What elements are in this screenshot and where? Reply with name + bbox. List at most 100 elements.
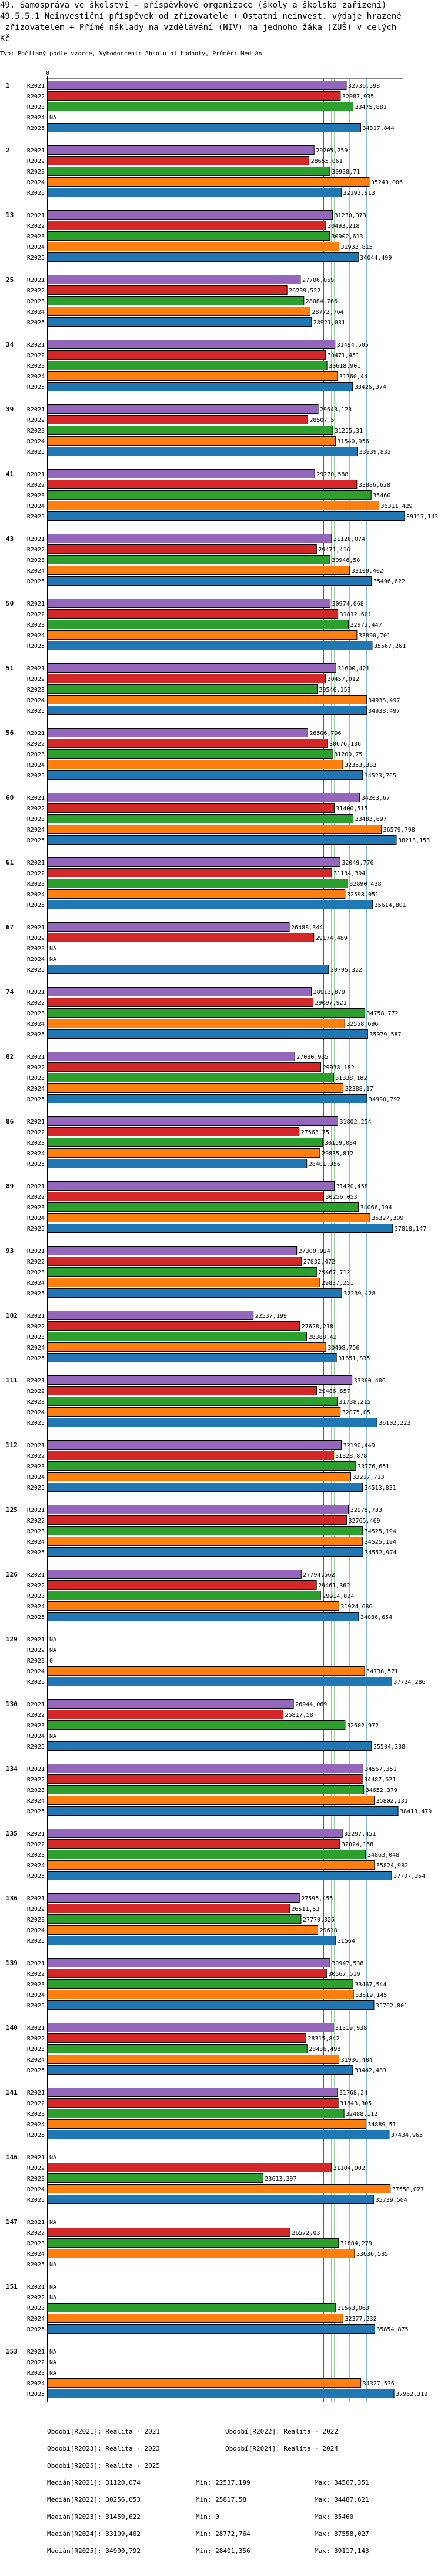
row-label: R2025	[27, 1032, 45, 1038]
row-label: R2025	[27, 190, 45, 197]
value-label: 26572,03	[292, 2230, 320, 2236]
bar-r2022	[47, 674, 326, 683]
row-label: R2024	[27, 503, 45, 510]
bar-r2023	[47, 2109, 345, 2118]
row-label: R2024	[27, 697, 45, 704]
value-label: 31494,505	[337, 342, 369, 348]
row-label: R2022	[27, 935, 45, 942]
row-label: R2022	[27, 482, 45, 488]
bar-r2023	[47, 1073, 334, 1082]
legend-median-R2025: Medián[R2025]: 34990,792	[47, 2547, 141, 2555]
row-label: R2022	[27, 223, 45, 230]
row-label: R2025	[27, 384, 45, 391]
value-label: 30493,218	[328, 223, 359, 230]
bar-r2023	[47, 361, 328, 370]
bar-r2023	[47, 1397, 338, 1406]
bar-r2023	[47, 620, 349, 629]
row-label: R2021	[27, 1184, 45, 1190]
value-label: 31255,31	[335, 428, 363, 434]
row-label: R2023	[27, 557, 45, 564]
value-label: 32024,168	[342, 1842, 373, 1848]
group-label: 43	[6, 535, 14, 543]
value-label: 34567,351	[365, 1766, 396, 1773]
bar-r2023	[47, 1267, 317, 1277]
value-label: 34044,499	[360, 255, 392, 261]
bar-r2024	[47, 566, 350, 575]
row-label: R2022	[27, 1129, 45, 1136]
value-label: 33776,651	[358, 1464, 389, 1470]
value-label: 31319,938	[335, 2025, 367, 2032]
value-label: 34889,51	[368, 2122, 396, 2128]
value-label: 35802,131	[376, 1798, 408, 1804]
bar-r2024	[47, 436, 336, 446]
row-label: R2024	[27, 1280, 45, 1287]
bar-r2021	[47, 2023, 334, 2032]
row-label: R2023	[27, 1528, 45, 1535]
bar-r2022	[47, 1451, 334, 1460]
legend-min-R2021: Min: 22537,199	[196, 2479, 250, 2487]
bar-r2025	[47, 835, 397, 845]
bar-r2025	[47, 900, 373, 909]
bar-r2022	[47, 91, 341, 101]
value-label: 34652,379	[366, 1787, 397, 1794]
row-label: R2021	[27, 1507, 45, 1514]
row-label: R2022	[27, 2100, 45, 2107]
value-label: 33939,832	[359, 449, 391, 456]
group-label: 140	[6, 2024, 18, 2032]
row-label: R2022	[27, 1000, 45, 1006]
bar-r2024	[47, 1796, 375, 1805]
row-label: R2023	[27, 1205, 45, 1211]
value-label: 35762,801	[376, 2003, 407, 2009]
row-label: R2023	[27, 169, 45, 175]
value-label: 23613,397	[265, 2176, 296, 2182]
row-label: R2024	[27, 2251, 45, 2258]
value-label: 30902,613	[332, 234, 363, 240]
bar-r2024	[47, 1019, 345, 1028]
value-label: 31738,215	[339, 1399, 370, 1405]
value-label: 35614,801	[375, 902, 406, 909]
value-label: 33442,483	[355, 2068, 386, 2074]
value-label: 27794,562	[303, 1572, 335, 1578]
legend-median-R2024: Medián[R2024]: 33109,402	[47, 2530, 141, 2538]
value-label: 37434,965	[391, 2132, 423, 2139]
row-label: R2023	[27, 946, 45, 952]
na-label: NA	[49, 115, 56, 121]
row-label: R2025	[27, 1161, 45, 1168]
bar-r2025	[47, 1547, 363, 1557]
bar-r2025	[47, 641, 373, 650]
bar-r2021	[47, 210, 333, 220]
value-label: 27300,924	[299, 1248, 330, 1255]
value-label: 33890,701	[359, 633, 390, 639]
bar-r2025	[47, 1871, 392, 1880]
value-label: 36102,223	[379, 1420, 410, 1427]
row-label: R2022	[27, 1906, 45, 1913]
row-label: R2021	[27, 277, 45, 284]
bar-r2024	[47, 2378, 362, 2388]
bar-r2024	[47, 889, 346, 899]
bar-r2023	[47, 1138, 323, 1147]
row-label: R2025	[27, 255, 45, 261]
bar-r2021	[47, 857, 340, 867]
row-label: R2023	[27, 752, 45, 758]
bar-r2025	[47, 1418, 377, 1427]
value-label: 32765,469	[348, 1518, 380, 1524]
value-label: 32972,447	[350, 622, 382, 629]
row-label: R2023	[27, 881, 45, 888]
value-label: 32488,112	[346, 2111, 377, 2118]
bar-r2023	[47, 1332, 308, 1341]
value-label: 30256,053	[325, 1194, 357, 1201]
row-label: R2023	[27, 363, 45, 370]
legend-max-R2022: Max: 34487,621	[315, 2496, 369, 2504]
bar-r2021	[47, 1181, 335, 1191]
bar-r2023	[47, 2303, 336, 2312]
value-label: 29461,362	[318, 1583, 350, 1589]
bar-r2023	[47, 1202, 359, 1212]
value-label: 37818,147	[395, 1226, 426, 1232]
value-label: 30947,538	[332, 1960, 363, 1967]
row-label: R2021	[27, 1313, 45, 1319]
bar-r2021	[47, 1246, 298, 1255]
row-label: R2023	[27, 1723, 45, 1729]
bar-r2022	[47, 1386, 318, 1395]
row-label: R2021	[27, 1572, 45, 1578]
row-label: R2021	[27, 860, 45, 866]
